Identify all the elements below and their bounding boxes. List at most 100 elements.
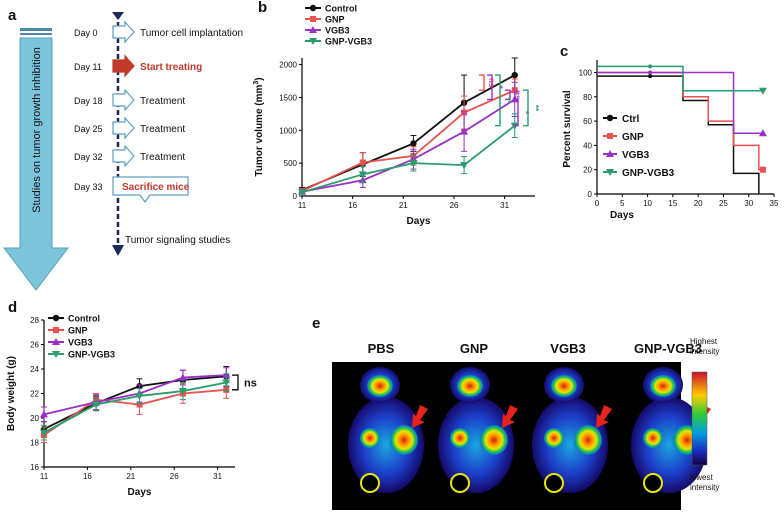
x-tick-label: 35 bbox=[770, 199, 779, 208]
data-point bbox=[222, 379, 231, 387]
timeline-day-3: Day 25 bbox=[74, 124, 103, 134]
series-line-Control bbox=[301, 74, 516, 191]
y-tick-label: 0 bbox=[588, 190, 593, 199]
imaging-group-label: VGB3 bbox=[550, 341, 585, 356]
data-point bbox=[52, 351, 60, 358]
significance-bracket bbox=[505, 89, 511, 101]
legend-label: VGB3 bbox=[325, 26, 350, 36]
y-axis-title: Tumor volume (mm3) bbox=[253, 77, 265, 176]
scan-brain-signal bbox=[551, 375, 577, 397]
timeline-marker-arrow bbox=[112, 54, 135, 78]
x-tick-label: 31 bbox=[500, 201, 509, 210]
timeline-event-label-0: Tumor cell implantation bbox=[140, 28, 243, 39]
x-tick-label: 26 bbox=[170, 472, 179, 481]
series-line-VGB3 bbox=[43, 374, 227, 416]
y-tick-label: 1500 bbox=[279, 93, 297, 102]
tumor-indicator-arrow bbox=[596, 405, 612, 428]
data-point bbox=[52, 338, 60, 345]
x-tick-label: 25 bbox=[719, 199, 728, 208]
data-point bbox=[460, 162, 469, 170]
timeline-marker-arrow bbox=[112, 116, 135, 140]
imaging-panel: PBS GNP VGB3 GNP-VGB3 bbox=[332, 341, 711, 510]
y-tick-label: 500 bbox=[284, 159, 298, 168]
y-tick-label: 40 bbox=[583, 141, 592, 150]
survival-curve-VGB3 bbox=[597, 71, 764, 135]
data-point bbox=[409, 160, 418, 168]
timeline-day-2: Day 18 bbox=[74, 96, 103, 106]
timeline-marker-arrow bbox=[112, 20, 135, 44]
timeline-day-1: Day 11 bbox=[74, 62, 102, 72]
data-point bbox=[135, 392, 144, 400]
scan-tumor-signal bbox=[390, 425, 418, 455]
series-line-GNP bbox=[301, 89, 516, 192]
legend-label: Ctrl bbox=[622, 114, 639, 125]
legend-label: GNP bbox=[68, 326, 88, 336]
significance-label: * bbox=[521, 111, 530, 115]
scan-tumor-signal bbox=[574, 425, 602, 455]
x-tick-label: 31 bbox=[213, 472, 222, 481]
timeline-event-label-2: Treatment bbox=[140, 96, 185, 107]
x-tick-label: 15 bbox=[668, 199, 677, 208]
x-tick-label: 0 bbox=[595, 199, 600, 208]
panel-label-b: b bbox=[258, 0, 267, 16]
scan-brain-signal bbox=[457, 375, 483, 397]
panel-label-e: e bbox=[312, 315, 320, 332]
mouse-scan-2 bbox=[532, 367, 612, 493]
data-point bbox=[358, 171, 367, 179]
legend-label: VGB3 bbox=[622, 150, 650, 161]
timeline-day-4: Day 32 bbox=[74, 152, 103, 162]
scan-body bbox=[631, 397, 707, 493]
data-point bbox=[309, 26, 317, 33]
y-tick-label: 20 bbox=[583, 166, 592, 175]
y-axis-title-sup: 3 bbox=[253, 81, 260, 85]
y-tick-label: 60 bbox=[583, 117, 592, 126]
y-tick-label: 100 bbox=[579, 69, 593, 78]
significance-bracket bbox=[523, 89, 529, 127]
significance-bracket bbox=[513, 98, 519, 127]
x-tick-label: 21 bbox=[399, 201, 408, 210]
data-point bbox=[410, 140, 417, 147]
timeline-marker-arrow bbox=[112, 88, 135, 112]
data-point bbox=[606, 169, 614, 176]
scan-body bbox=[532, 397, 608, 493]
legend-label: Control bbox=[325, 4, 357, 14]
x-axis-title: Days bbox=[610, 210, 634, 221]
tumor-indicator-arrow bbox=[502, 405, 518, 428]
y-tick-label: 26 bbox=[30, 341, 39, 350]
panel-label-d: d bbox=[8, 299, 17, 316]
data-point bbox=[758, 87, 767, 95]
data-point bbox=[53, 327, 59, 333]
legend-label: GNP-VGB3 bbox=[325, 37, 372, 47]
data-point bbox=[92, 401, 101, 409]
x-tick-label: 26 bbox=[450, 201, 459, 210]
legend-label: VGB3 bbox=[68, 338, 93, 348]
data-point bbox=[178, 388, 187, 396]
y-tick-label: 0 bbox=[293, 192, 298, 201]
imaging-group-label: PBS bbox=[368, 341, 395, 356]
y-tick-label: 20 bbox=[30, 414, 39, 423]
significance-bracket bbox=[495, 74, 501, 127]
scan-bladder bbox=[643, 473, 663, 493]
y-tick-label: 2000 bbox=[279, 61, 297, 70]
data-point bbox=[52, 314, 60, 322]
timeline-event-label-1: Start treating bbox=[140, 62, 202, 73]
intensity-colorbar bbox=[691, 371, 708, 466]
intensity-scale: Highest intensity lowest intensity bbox=[690, 337, 719, 492]
y-axis-title: Body weight (g) bbox=[6, 356, 17, 431]
y-axis-title-close: ) bbox=[254, 77, 265, 80]
survival-chart: 0 5 10 15 20 25 30 35 0 20 40 60 80 100 Days Percent su… bbox=[562, 60, 779, 221]
scale-top-label: Highest intensity bbox=[690, 337, 719, 356]
censor-mark bbox=[648, 74, 653, 79]
scale-bottom-label: lowest intensity bbox=[690, 473, 719, 492]
significance-bracket bbox=[232, 374, 239, 391]
data-point bbox=[136, 401, 143, 408]
scan-organ-signal bbox=[544, 428, 564, 448]
significance-bracket bbox=[487, 74, 493, 101]
x-tick-label: 5 bbox=[620, 199, 625, 208]
scan-bladder bbox=[360, 473, 380, 493]
scan-brain-signal bbox=[367, 375, 393, 397]
data-point bbox=[759, 166, 766, 173]
x-tick-label: 16 bbox=[348, 201, 357, 210]
x-axis-title: Days bbox=[407, 216, 431, 227]
